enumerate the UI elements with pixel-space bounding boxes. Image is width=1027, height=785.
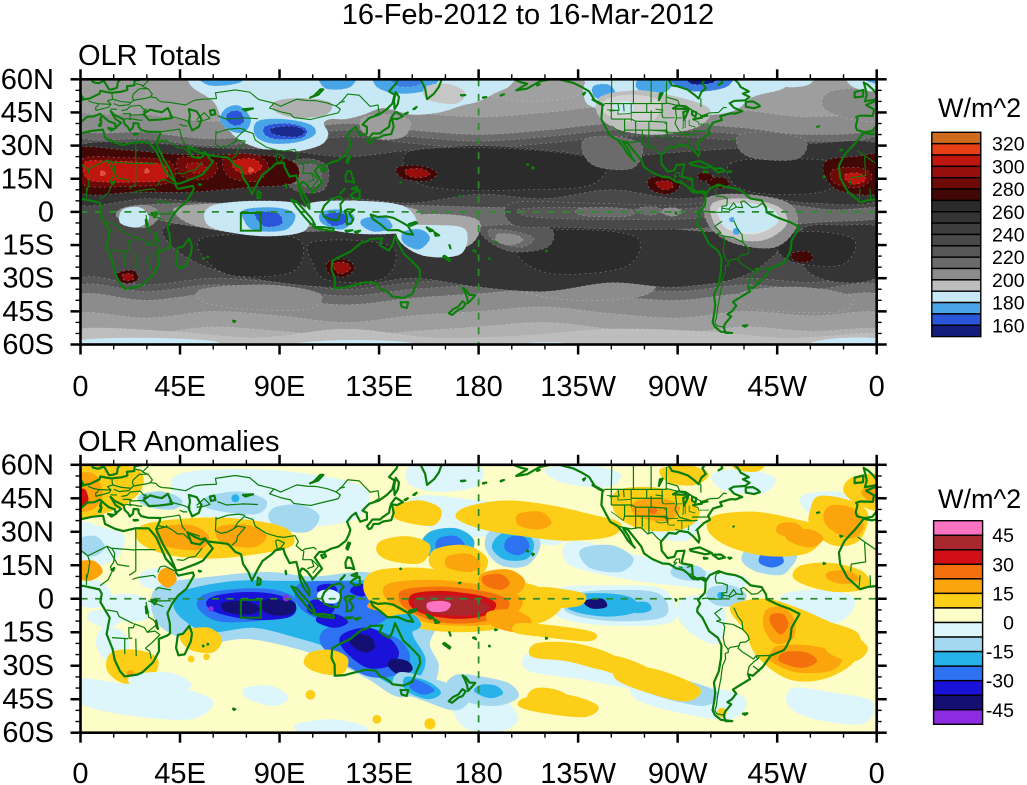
svg-text:45E: 45E [154, 371, 206, 403]
svg-text:15N: 15N [1, 163, 54, 195]
svg-text:16-Feb-2012 to 16-Mar-2012: 16-Feb-2012 to 16-Mar-2012 [342, 0, 714, 31]
svg-text:320: 320 [992, 134, 1025, 156]
svg-text:45S: 45S [2, 296, 54, 328]
svg-text:0: 0 [1003, 613, 1014, 635]
svg-text:260: 260 [992, 202, 1025, 224]
svg-text:W/m^2: W/m^2 [938, 93, 1021, 123]
svg-text:135E: 135E [345, 758, 413, 785]
svg-text:45: 45 [992, 525, 1014, 547]
svg-text:OLR Anomalies: OLR Anomalies [78, 426, 280, 458]
svg-text:0: 0 [38, 196, 54, 228]
svg-text:0: 0 [869, 758, 885, 785]
svg-text:0: 0 [72, 758, 88, 785]
svg-text:240: 240 [992, 224, 1025, 246]
svg-text:15S: 15S [2, 617, 54, 649]
svg-text:90W: 90W [648, 758, 708, 785]
svg-text:220: 220 [992, 247, 1025, 269]
svg-text:15: 15 [992, 583, 1014, 605]
svg-text:0: 0 [72, 371, 88, 403]
svg-text:90E: 90E [254, 758, 306, 785]
svg-text:0: 0 [869, 371, 885, 403]
svg-text:135W: 135W [540, 758, 616, 785]
svg-text:160: 160 [992, 315, 1025, 337]
svg-text:-45: -45 [986, 700, 1014, 722]
svg-text:300: 300 [992, 156, 1025, 178]
svg-text:45N: 45N [1, 97, 54, 129]
svg-text:45S: 45S [2, 684, 54, 716]
svg-text:45W: 45W [747, 371, 807, 403]
svg-text:30S: 30S [2, 650, 54, 682]
svg-text:30: 30 [992, 554, 1014, 576]
svg-text:OLR Totals: OLR Totals [78, 40, 221, 72]
svg-text:200: 200 [992, 270, 1025, 292]
svg-text:45W: 45W [747, 758, 807, 785]
svg-text:W/m^2: W/m^2 [938, 484, 1021, 514]
svg-text:-30: -30 [986, 671, 1014, 693]
svg-text:-15: -15 [986, 642, 1014, 664]
svg-text:180: 180 [454, 758, 502, 785]
svg-text:30S: 30S [2, 263, 54, 295]
svg-text:90E: 90E [254, 371, 306, 403]
svg-text:60N: 60N [1, 449, 54, 481]
svg-text:15N: 15N [1, 550, 54, 582]
svg-text:30N: 30N [1, 130, 54, 162]
svg-text:60S: 60S [2, 329, 54, 361]
svg-text:30N: 30N [1, 516, 54, 548]
svg-text:90W: 90W [648, 371, 708, 403]
svg-text:0: 0 [38, 583, 54, 615]
svg-text:135W: 135W [540, 371, 616, 403]
svg-text:180: 180 [992, 293, 1025, 315]
svg-text:135E: 135E [345, 371, 413, 403]
svg-text:45N: 45N [1, 483, 54, 515]
svg-text:45E: 45E [154, 758, 206, 785]
svg-text:180: 180 [454, 371, 502, 403]
svg-text:280: 280 [992, 179, 1025, 201]
svg-text:15S: 15S [2, 230, 54, 262]
svg-text:60S: 60S [2, 717, 54, 749]
svg-text:60N: 60N [1, 64, 54, 96]
